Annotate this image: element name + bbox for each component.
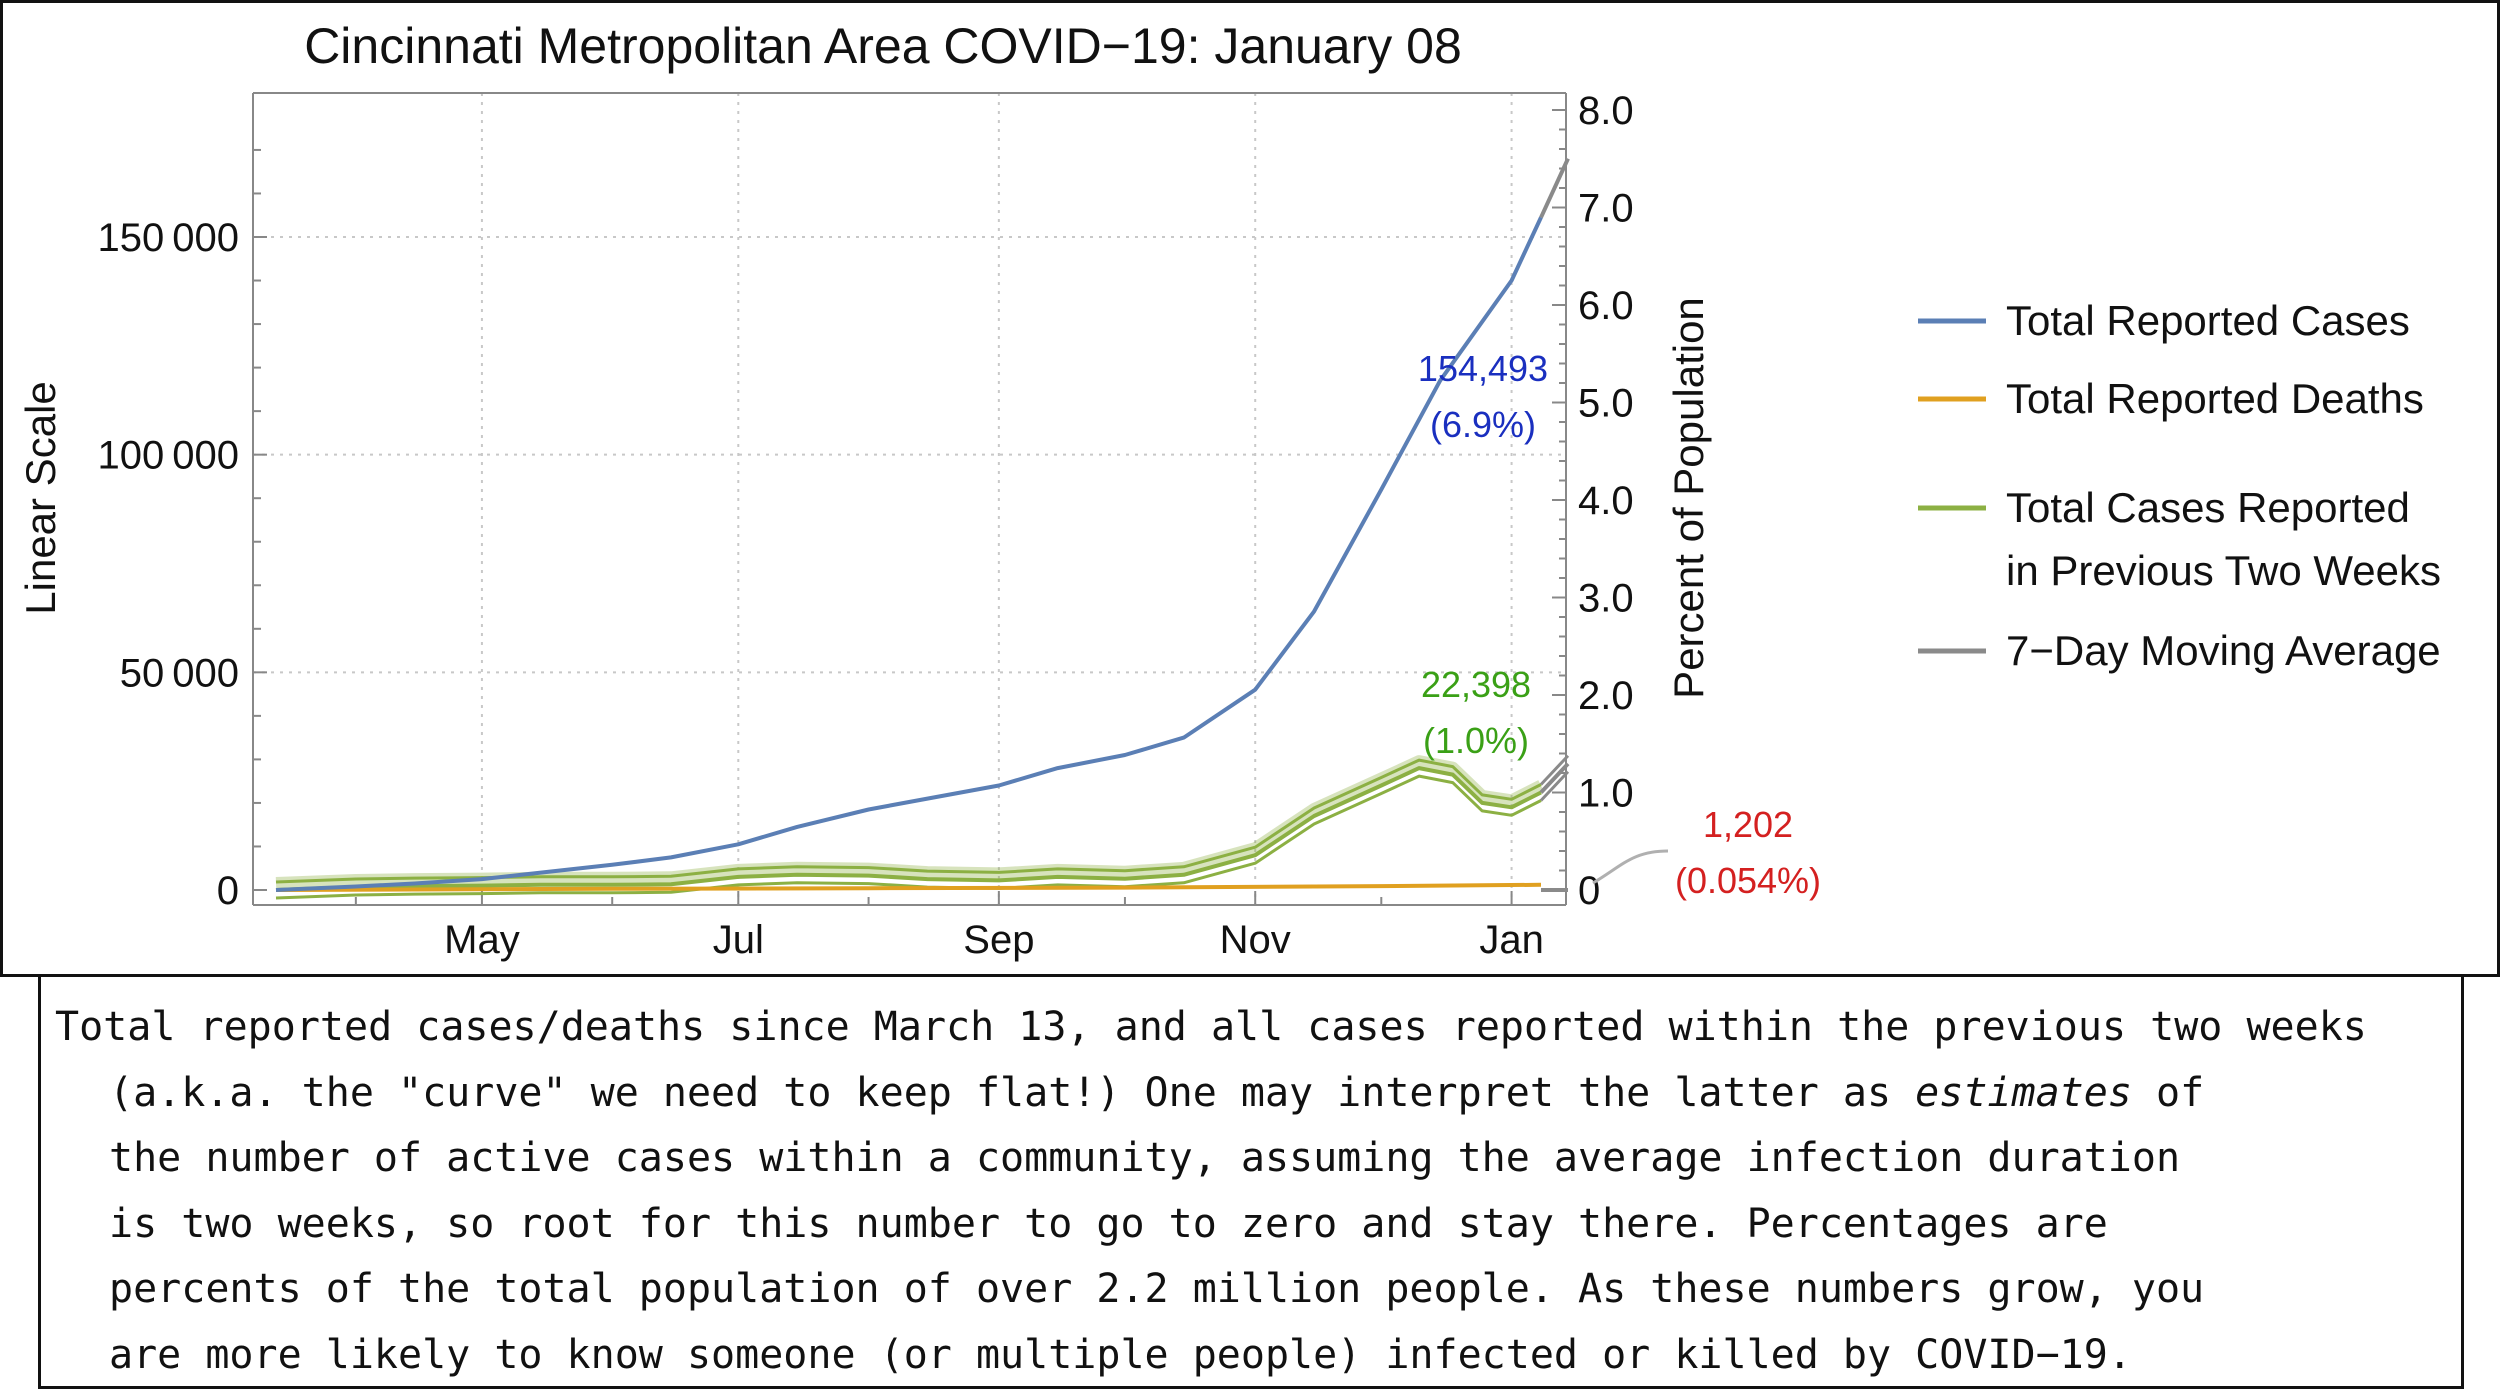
moving-average-active-upper (1539, 754, 1570, 786)
annotation-deaths-value: 1,202 (1703, 804, 1793, 845)
series-active-line (275, 766, 1542, 892)
series-active-upper-edge (275, 758, 1542, 884)
x-tick-label: Jan (1479, 918, 1544, 962)
y-axis-label-left: Linear Scale (17, 381, 64, 614)
caption-line-5: percents of the total population of over… (109, 1266, 2205, 1313)
deaths-callout-leader (1592, 849, 1669, 885)
caption-line-1: Total reported cases/deaths since March … (55, 1004, 2367, 1050)
legend-label-line2: in Previous Two Weeks (2006, 547, 2441, 594)
x-tick-label: May (444, 918, 520, 962)
y-tick-label-right: 7.0 (1578, 187, 1634, 231)
caption-line-6: are more likely to know someone (or mult… (109, 1331, 2132, 1378)
y-tick-label-right: 0 (1578, 869, 1600, 913)
caption-emphasis: estimates (1915, 1069, 2132, 1116)
legend-label: Total Reported Deaths (2006, 375, 2424, 422)
y-tick-label-right: 8.0 (1578, 89, 1634, 133)
annotation-active-value: 22,398 (1421, 664, 1531, 705)
x-tick-label: Sep (963, 918, 1034, 962)
y-tick-label-right: 3.0 (1578, 577, 1634, 621)
legend-label: 7−Day Moving Average (2006, 627, 2441, 674)
y-tick-label-left: 50 000 (120, 651, 239, 695)
moving-average-active (1539, 762, 1570, 794)
chart-panel: Cincinnati Metropolitan Area COVID−19: J… (0, 0, 2500, 977)
x-tick-label: Nov (1220, 918, 1291, 962)
y-tick-label-right: 4.0 (1578, 479, 1634, 523)
y-tick-label-right: 5.0 (1578, 382, 1634, 426)
y-axis-label-right: Percent of Population (1665, 297, 1712, 699)
series-cases-line (275, 216, 1543, 892)
moving-average-active-lower (1539, 770, 1570, 802)
caption-box: Total reported cases/deaths since March … (38, 977, 2464, 1389)
moving-average-cases (1539, 157, 1570, 219)
chart-title: Cincinnati Metropolitan Area COVID−19: J… (304, 18, 1462, 74)
caption-line-3: the number of active cases within a comm… (109, 1135, 2181, 1182)
caption-line-2-start: (a.k.a. the "curve" we need to keep flat… (109, 1069, 1916, 1116)
y-tick-label-left: 100 000 (98, 434, 239, 478)
series-active-upper (275, 755, 1544, 889)
y-tick-label-right: 6.0 (1578, 284, 1634, 328)
chart-svg: Cincinnati Metropolitan Area COVID−19: J… (17, 18, 2441, 962)
caption-line-4: is two weeks, so root for this number to… (109, 1200, 2108, 1247)
x-tick-label: Jul (713, 918, 764, 962)
series-deaths-line (275, 882, 1542, 892)
y-tick-label-right: 2.0 (1578, 674, 1634, 718)
caption-line-2: (a.k.a. the "curve" we need to keep flat… (55, 1061, 2461, 1127)
y-tick-label-right: 1.0 (1578, 772, 1634, 816)
legend-label: Total Reported Cases (2006, 297, 2410, 344)
annotation-cases-percent: (6.9%) (1430, 404, 1536, 445)
y-tick-label-left: 150 000 (98, 216, 239, 260)
y-tick-label-left: 0 (217, 869, 239, 913)
annotation-active-percent: (1.0%) (1423, 720, 1529, 761)
legend-label: Total Cases Reported (2006, 484, 2410, 531)
annotation-cases-value: 154,493 (1418, 348, 1548, 389)
annotation-deaths-percent: (0.054%) (1675, 860, 1821, 901)
caption-line-2-end: of (2131, 1069, 2205, 1116)
